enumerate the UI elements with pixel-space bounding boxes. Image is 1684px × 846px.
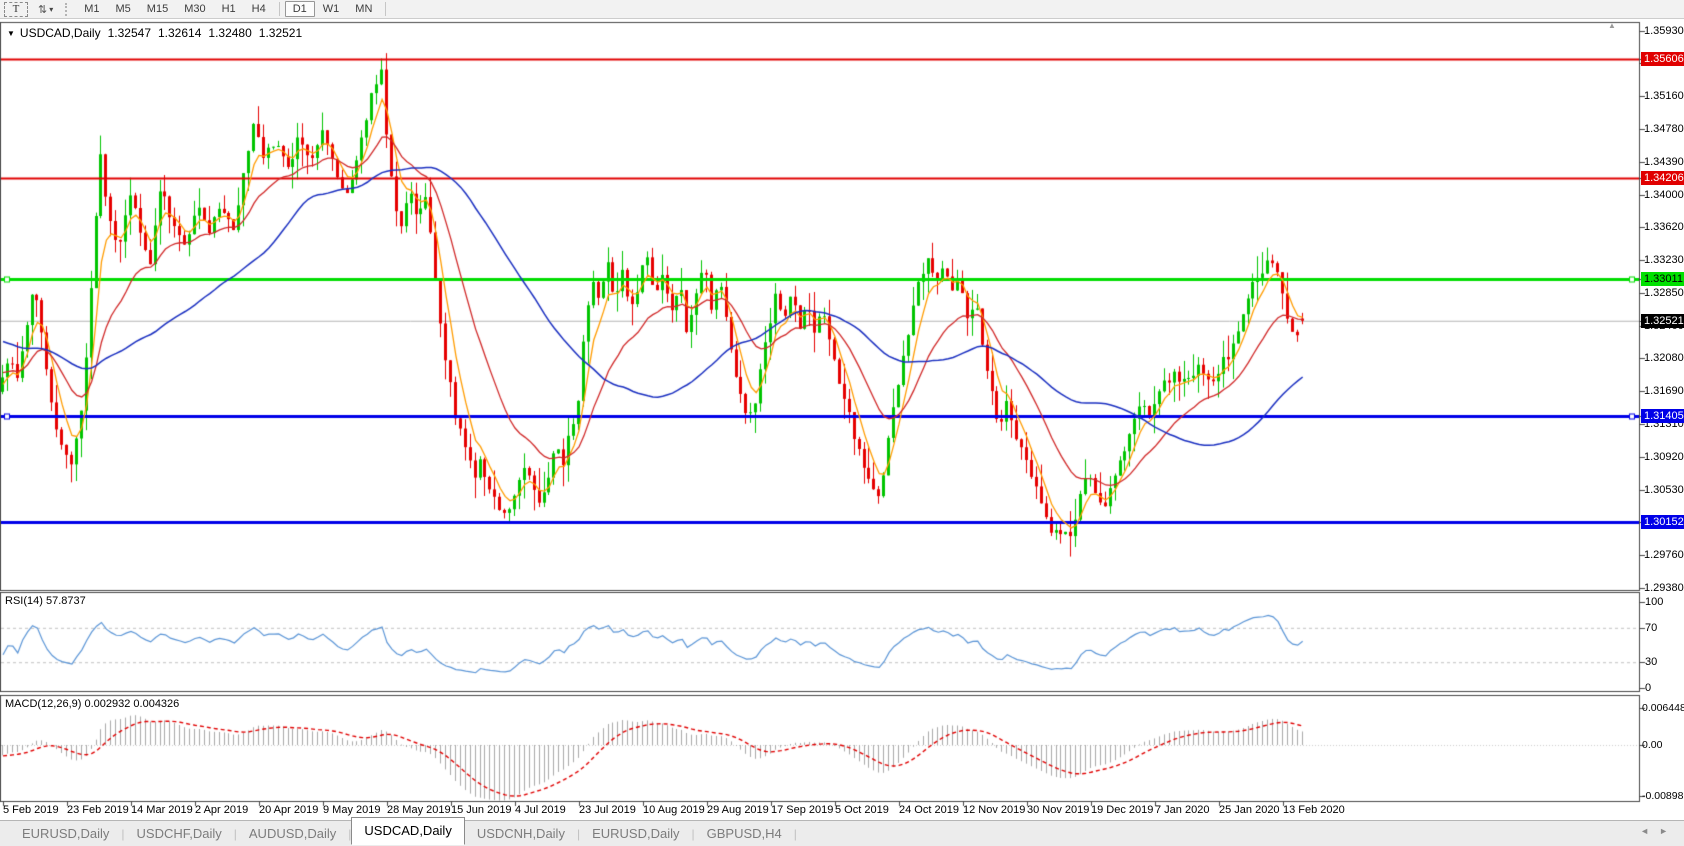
- ohlc-low: 1.32480: [208, 26, 252, 40]
- date-label: 23 Jul 2019: [579, 804, 636, 816]
- price-tick-label: 1.32080: [1644, 352, 1684, 364]
- arrange-icon: ⇅: [38, 3, 48, 16]
- macd-scale-label: 0.00: [1642, 739, 1663, 751]
- date-label: 17 Sep 2019: [771, 804, 834, 816]
- price-badge: 1.30152: [1641, 515, 1684, 529]
- date-label: 28 May 2019: [387, 804, 451, 816]
- tab-scroll-arrows: ◄►: [1640, 826, 1678, 836]
- date-label: 7 Jan 2020: [1155, 804, 1210, 816]
- timeframe-button-m1[interactable]: M1: [84, 3, 100, 15]
- price-tick-label: 1.32850: [1644, 287, 1684, 299]
- text-tool-icon: T: [12, 3, 20, 15]
- date-label: 23 Feb 2019: [67, 804, 129, 816]
- text-tool-button[interactable]: T: [4, 1, 28, 17]
- price-tick-label: 1.30920: [1644, 451, 1684, 463]
- ohlc-close: 1.32521: [258, 26, 303, 40]
- price-tick-label: 1.33230: [1644, 254, 1684, 266]
- price-tick-label: 1.29760: [1644, 549, 1684, 561]
- date-label: 29 Aug 2019: [707, 804, 769, 816]
- tab-scroll-right-icon[interactable]: ►: [1659, 826, 1678, 836]
- timeframe-button-h4[interactable]: H4: [251, 3, 266, 15]
- timeframe-button-m15[interactable]: M15: [146, 3, 169, 15]
- tab-divider: |: [576, 826, 581, 841]
- chart-title: ▼ USDCAD,Daily 1.32547 1.32614 1.32480 1.3252…: [7, 26, 302, 40]
- tab-divider: |: [348, 826, 352, 841]
- date-label: 4 Jul 2019: [515, 804, 566, 816]
- toolbar-grip[interactable]: [65, 2, 70, 16]
- ohlc-high: 1.32614: [158, 26, 202, 40]
- price-badge: 1.34206: [1641, 171, 1684, 185]
- tab-usdchf-daily[interactable]: USDCHF,Daily: [136, 826, 222, 841]
- chart-symbol-label: USDCAD,Daily: [19, 26, 101, 40]
- tab-gbpusd-h4[interactable]: GBPUSD,H4: [706, 826, 782, 841]
- toolbar-separator: [278, 2, 280, 16]
- date-label: 15 Jun 2019: [451, 804, 512, 816]
- tab-eurusd-daily[interactable]: EURUSD,Daily: [22, 826, 110, 841]
- symbol-tabs-bar: EURUSD,Daily | USDCHF,Daily | AUDUSD,Daily | U…: [0, 817, 1684, 846]
- price-tick-label: 1.35930: [1644, 25, 1684, 37]
- timeframe-button-d1[interactable]: D1: [284, 1, 315, 17]
- date-label: 14 Mar 2019: [131, 804, 193, 816]
- ohlc-open: 1.32547: [107, 26, 151, 40]
- timeframe-button-h1[interactable]: H1: [221, 3, 236, 15]
- scroll-up-icon[interactable]: ▲: [1608, 21, 1616, 30]
- date-label: 30 Nov 2019: [1027, 804, 1090, 816]
- price-tick-label: 1.35160: [1644, 90, 1684, 102]
- price-tick-label: 1.31690: [1644, 385, 1684, 397]
- date-label: 5 Oct 2019: [835, 804, 889, 816]
- tab-divider: |: [121, 826, 125, 841]
- rsi-scale-label: 70: [1645, 622, 1658, 634]
- timeframe-button-mn[interactable]: MN: [355, 3, 373, 15]
- date-label: 13 Feb 2020: [1283, 804, 1345, 816]
- price-badge: 1.31405: [1641, 409, 1684, 423]
- price-tick-label: 1.29380: [1644, 582, 1684, 594]
- tab-audusd-daily[interactable]: AUDUSD,Daily: [248, 826, 337, 841]
- price-tick-label: 1.34000: [1644, 189, 1684, 201]
- rsi-scale-label: 30: [1645, 656, 1658, 668]
- price-tick-label: 1.33620: [1644, 221, 1684, 233]
- rsi-scale-label: 100: [1645, 596, 1664, 608]
- tab-usdcad-daily[interactable]: USDCAD,Daily: [351, 817, 465, 845]
- rsi-scale-label: 0: [1645, 682, 1652, 694]
- chevron-down-icon: ▾: [49, 4, 54, 14]
- timeframe-button-w1[interactable]: W1: [322, 3, 340, 15]
- arrange-tool-button[interactable]: ⇅ ▾: [34, 2, 63, 17]
- price-badge: 1.33011: [1641, 272, 1684, 286]
- macd-indicator-label: MACD(12,26,9) 0.002932 0.004326: [5, 698, 180, 710]
- timeframe-button-m5[interactable]: M5: [115, 3, 131, 15]
- date-label: 2 Apr 2019: [195, 804, 249, 816]
- tab-usdcnh-daily[interactable]: USDCNH,Daily: [476, 826, 565, 841]
- date-label: 5 Feb 2019: [3, 804, 59, 816]
- toolbar: T ⇅ ▾ M1 M5 M15 M30 H1 H4 D1 W1 MN: [0, 0, 1684, 19]
- price-tick-label: 1.30530: [1644, 484, 1684, 496]
- macd-scale-label: -0.008982: [1642, 790, 1684, 802]
- price-tick-label: 1.34390: [1644, 156, 1684, 168]
- tab-divider: |: [233, 826, 237, 841]
- date-label: 25 Jan 2020: [1219, 804, 1280, 816]
- tab-divider: |: [691, 826, 695, 841]
- symbol-collapse-icon[interactable]: ▼: [7, 29, 15, 38]
- price-badge: 1.32521: [1641, 314, 1684, 328]
- date-label: 19 Dec 2019: [1091, 804, 1154, 816]
- rsi-indicator-label: RSI(14) 57.8737: [5, 595, 86, 607]
- tab-scroll-left-icon[interactable]: ◄: [1640, 826, 1660, 836]
- timeframe-group: M1 M5 M15 M30 H1 H4 D1 W1 MN: [76, 1, 391, 17]
- toolbar-separator: [385, 2, 387, 16]
- date-label: 10 Aug 2019: [643, 804, 705, 816]
- timeframe-button-m30[interactable]: M30: [184, 3, 206, 15]
- price-badge: 1.35606: [1641, 52, 1684, 66]
- date-label: 9 May 2019: [323, 804, 381, 816]
- date-label: 20 Apr 2019: [259, 804, 319, 816]
- tab-eurusd-daily[interactable]: EURUSD,Daily: [592, 826, 680, 841]
- date-label: 24 Oct 2019: [899, 804, 959, 816]
- macd-scale-label: 0.006448: [1642, 702, 1684, 714]
- date-label: 12 Nov 2019: [963, 804, 1026, 816]
- price-tick-label: 1.34780: [1644, 123, 1684, 135]
- tab-divider: |: [793, 826, 797, 841]
